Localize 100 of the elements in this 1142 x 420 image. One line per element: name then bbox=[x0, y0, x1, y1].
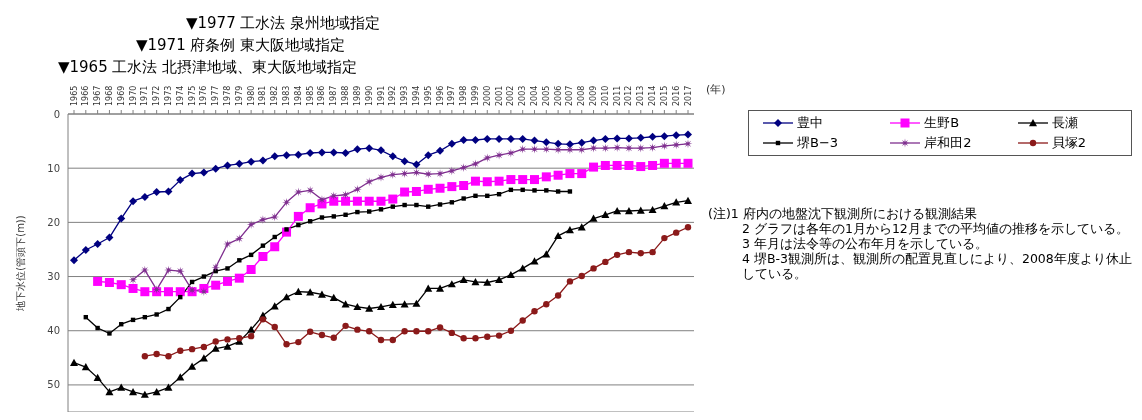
point bbox=[270, 152, 279, 161]
x-tick-label: 2002 bbox=[506, 85, 516, 106]
point bbox=[247, 157, 256, 166]
point bbox=[414, 202, 419, 208]
point bbox=[424, 151, 433, 160]
point bbox=[436, 324, 444, 331]
point bbox=[541, 172, 551, 182]
point bbox=[140, 287, 150, 297]
point bbox=[672, 198, 681, 206]
text: (注)1 府内の地盤沈下観測所における観測結果 bbox=[708, 206, 978, 221]
point bbox=[530, 144, 539, 154]
point bbox=[532, 188, 537, 193]
point bbox=[107, 331, 112, 336]
point bbox=[672, 131, 681, 140]
x-tick-label: 2001 bbox=[494, 85, 504, 106]
point bbox=[341, 149, 350, 158]
point bbox=[624, 134, 633, 143]
point bbox=[625, 248, 633, 256]
x-tick-label: 1969 bbox=[116, 85, 126, 106]
point bbox=[295, 338, 302, 346]
point bbox=[684, 224, 692, 231]
point bbox=[648, 160, 658, 170]
x-tick-label: 1991 bbox=[376, 85, 386, 106]
point bbox=[460, 335, 467, 342]
x-tick-label: 1982 bbox=[270, 85, 280, 106]
x-tick-label: 1986 bbox=[317, 85, 327, 106]
point bbox=[589, 136, 598, 145]
point bbox=[352, 184, 362, 194]
point bbox=[129, 387, 138, 396]
point bbox=[495, 275, 504, 283]
legend-label: 豊中 bbox=[797, 114, 823, 132]
point bbox=[377, 336, 385, 344]
x-tick-label: 1977 bbox=[211, 85, 221, 106]
point bbox=[377, 146, 385, 155]
x-tick-label: 1972 bbox=[152, 85, 162, 106]
point bbox=[377, 302, 385, 311]
point bbox=[211, 164, 220, 173]
point bbox=[166, 306, 171, 312]
point bbox=[258, 252, 268, 261]
point bbox=[448, 329, 456, 337]
point bbox=[590, 265, 597, 272]
point bbox=[624, 160, 634, 170]
point bbox=[636, 162, 646, 172]
point bbox=[424, 284, 433, 292]
point bbox=[247, 332, 255, 340]
point bbox=[258, 215, 268, 225]
x-tick-label: 1965 bbox=[69, 85, 79, 106]
point bbox=[234, 234, 244, 244]
point bbox=[329, 293, 338, 301]
point bbox=[459, 163, 469, 173]
point bbox=[341, 196, 351, 206]
point bbox=[400, 157, 409, 166]
point bbox=[402, 202, 407, 208]
point bbox=[365, 328, 373, 335]
point bbox=[577, 138, 586, 147]
point bbox=[637, 250, 644, 257]
point bbox=[613, 206, 622, 215]
point bbox=[506, 270, 515, 279]
point bbox=[507, 327, 515, 334]
legend-label: 生野B bbox=[924, 114, 960, 132]
point bbox=[388, 300, 397, 308]
y-tick-label: 20 bbox=[47, 216, 60, 228]
point bbox=[423, 184, 433, 194]
point bbox=[199, 354, 208, 362]
point bbox=[211, 280, 221, 290]
point bbox=[223, 276, 232, 286]
point bbox=[319, 215, 325, 220]
point bbox=[565, 140, 574, 149]
point bbox=[200, 343, 208, 351]
point bbox=[234, 273, 244, 283]
x-tick-label: 1971 bbox=[140, 85, 150, 106]
point bbox=[518, 144, 528, 154]
point bbox=[671, 158, 681, 168]
point bbox=[317, 195, 327, 205]
point bbox=[224, 336, 231, 343]
legend-label: 堺B−3 bbox=[797, 134, 839, 152]
point bbox=[376, 172, 386, 182]
point bbox=[163, 287, 173, 297]
point bbox=[116, 280, 126, 290]
point bbox=[199, 168, 208, 177]
point bbox=[305, 203, 315, 213]
point bbox=[542, 250, 551, 258]
point bbox=[554, 139, 563, 148]
point bbox=[258, 156, 267, 165]
point bbox=[400, 187, 410, 197]
point bbox=[437, 202, 443, 207]
point bbox=[506, 175, 516, 185]
y-tick-label: 40 bbox=[47, 325, 60, 337]
y-tick-label: 10 bbox=[47, 162, 60, 174]
x-tick-label: 1985 bbox=[305, 85, 315, 106]
point bbox=[175, 266, 185, 276]
x-tick-label: 2015 bbox=[659, 85, 669, 106]
point bbox=[282, 151, 291, 160]
x-tick-label: 1993 bbox=[400, 85, 410, 106]
point bbox=[389, 336, 397, 344]
x-tick-label: 2000 bbox=[482, 85, 492, 106]
point bbox=[128, 283, 138, 293]
point bbox=[400, 300, 409, 308]
x-tick-label: 1973 bbox=[163, 85, 173, 106]
point bbox=[95, 325, 100, 331]
